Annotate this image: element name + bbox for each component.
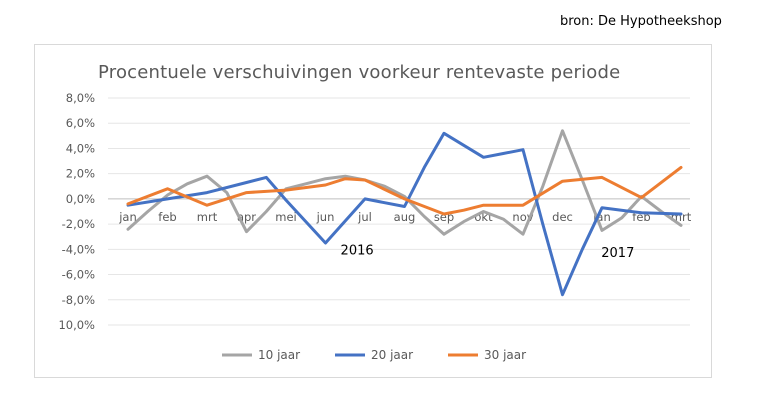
legend-label: 10 jaar [258,348,300,362]
x-category-label: mei [275,210,296,224]
y-tick-label: -8,0% [62,293,95,307]
y-tick-label: 6,0% [66,116,95,130]
gridlines [108,97,690,326]
x-category-label: mrt [197,210,218,224]
x-category-label: dec [552,210,573,224]
series-line-30-jaar [126,165,683,216]
legend-label: 20 jaar [371,348,413,362]
year-annotation: 2017 [601,246,634,261]
y-tick-label: -6,0% [62,268,95,282]
series-lines [126,129,683,297]
legend-label: 30 jaar [484,348,526,362]
chart-title: Procentuele verschuivingen voorkeur rent… [98,62,621,83]
y-tick-label: 2,0% [66,167,95,181]
chart-frame [34,44,712,378]
x-category-label: feb [158,210,176,224]
series-line-10-jaar [126,129,683,236]
x-category-label: aug [394,210,416,224]
source-label: bron: De Hypotheekshop [560,14,722,29]
y-tick-label: -2,0% [62,217,95,231]
x-category-label: jun [316,210,335,224]
y-tick-label: 10,0% [58,318,95,332]
legend: 10 jaar 20 jaar 30 jaar [222,348,526,362]
y-tick-label: 0,0% [66,192,95,206]
year-annotation: 2016 [341,244,374,259]
y-tick-label: 8,0% [66,91,95,105]
y-tick-label: 4,0% [66,141,95,155]
y-axis-ticks: 8,0% 6,0% 4,0% 2,0% 0,0% -2,0% -4,0% -6,0% -8,0%… [58,91,95,332]
x-category-label: jan [118,210,137,224]
x-category-label: jul [357,210,372,224]
y-tick-label: -4,0% [62,242,95,256]
annotations: 2016 2017 [341,244,635,262]
series-line-20-jaar [126,131,683,297]
x-axis-category-labels: jan feb mrt apr mei jun jul aug sep okt nov dec jan f… [118,210,691,224]
